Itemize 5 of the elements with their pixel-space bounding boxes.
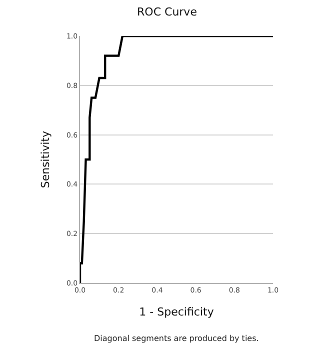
y-axis-title: Sensitivity [39,130,52,188]
text: Diagonal segments are produced by ties. [94,334,259,343]
chart-title: ROC Curve [137,6,198,19]
line-series [80,36,273,283]
x-axis-title: 1 - Specificity [139,306,214,319]
